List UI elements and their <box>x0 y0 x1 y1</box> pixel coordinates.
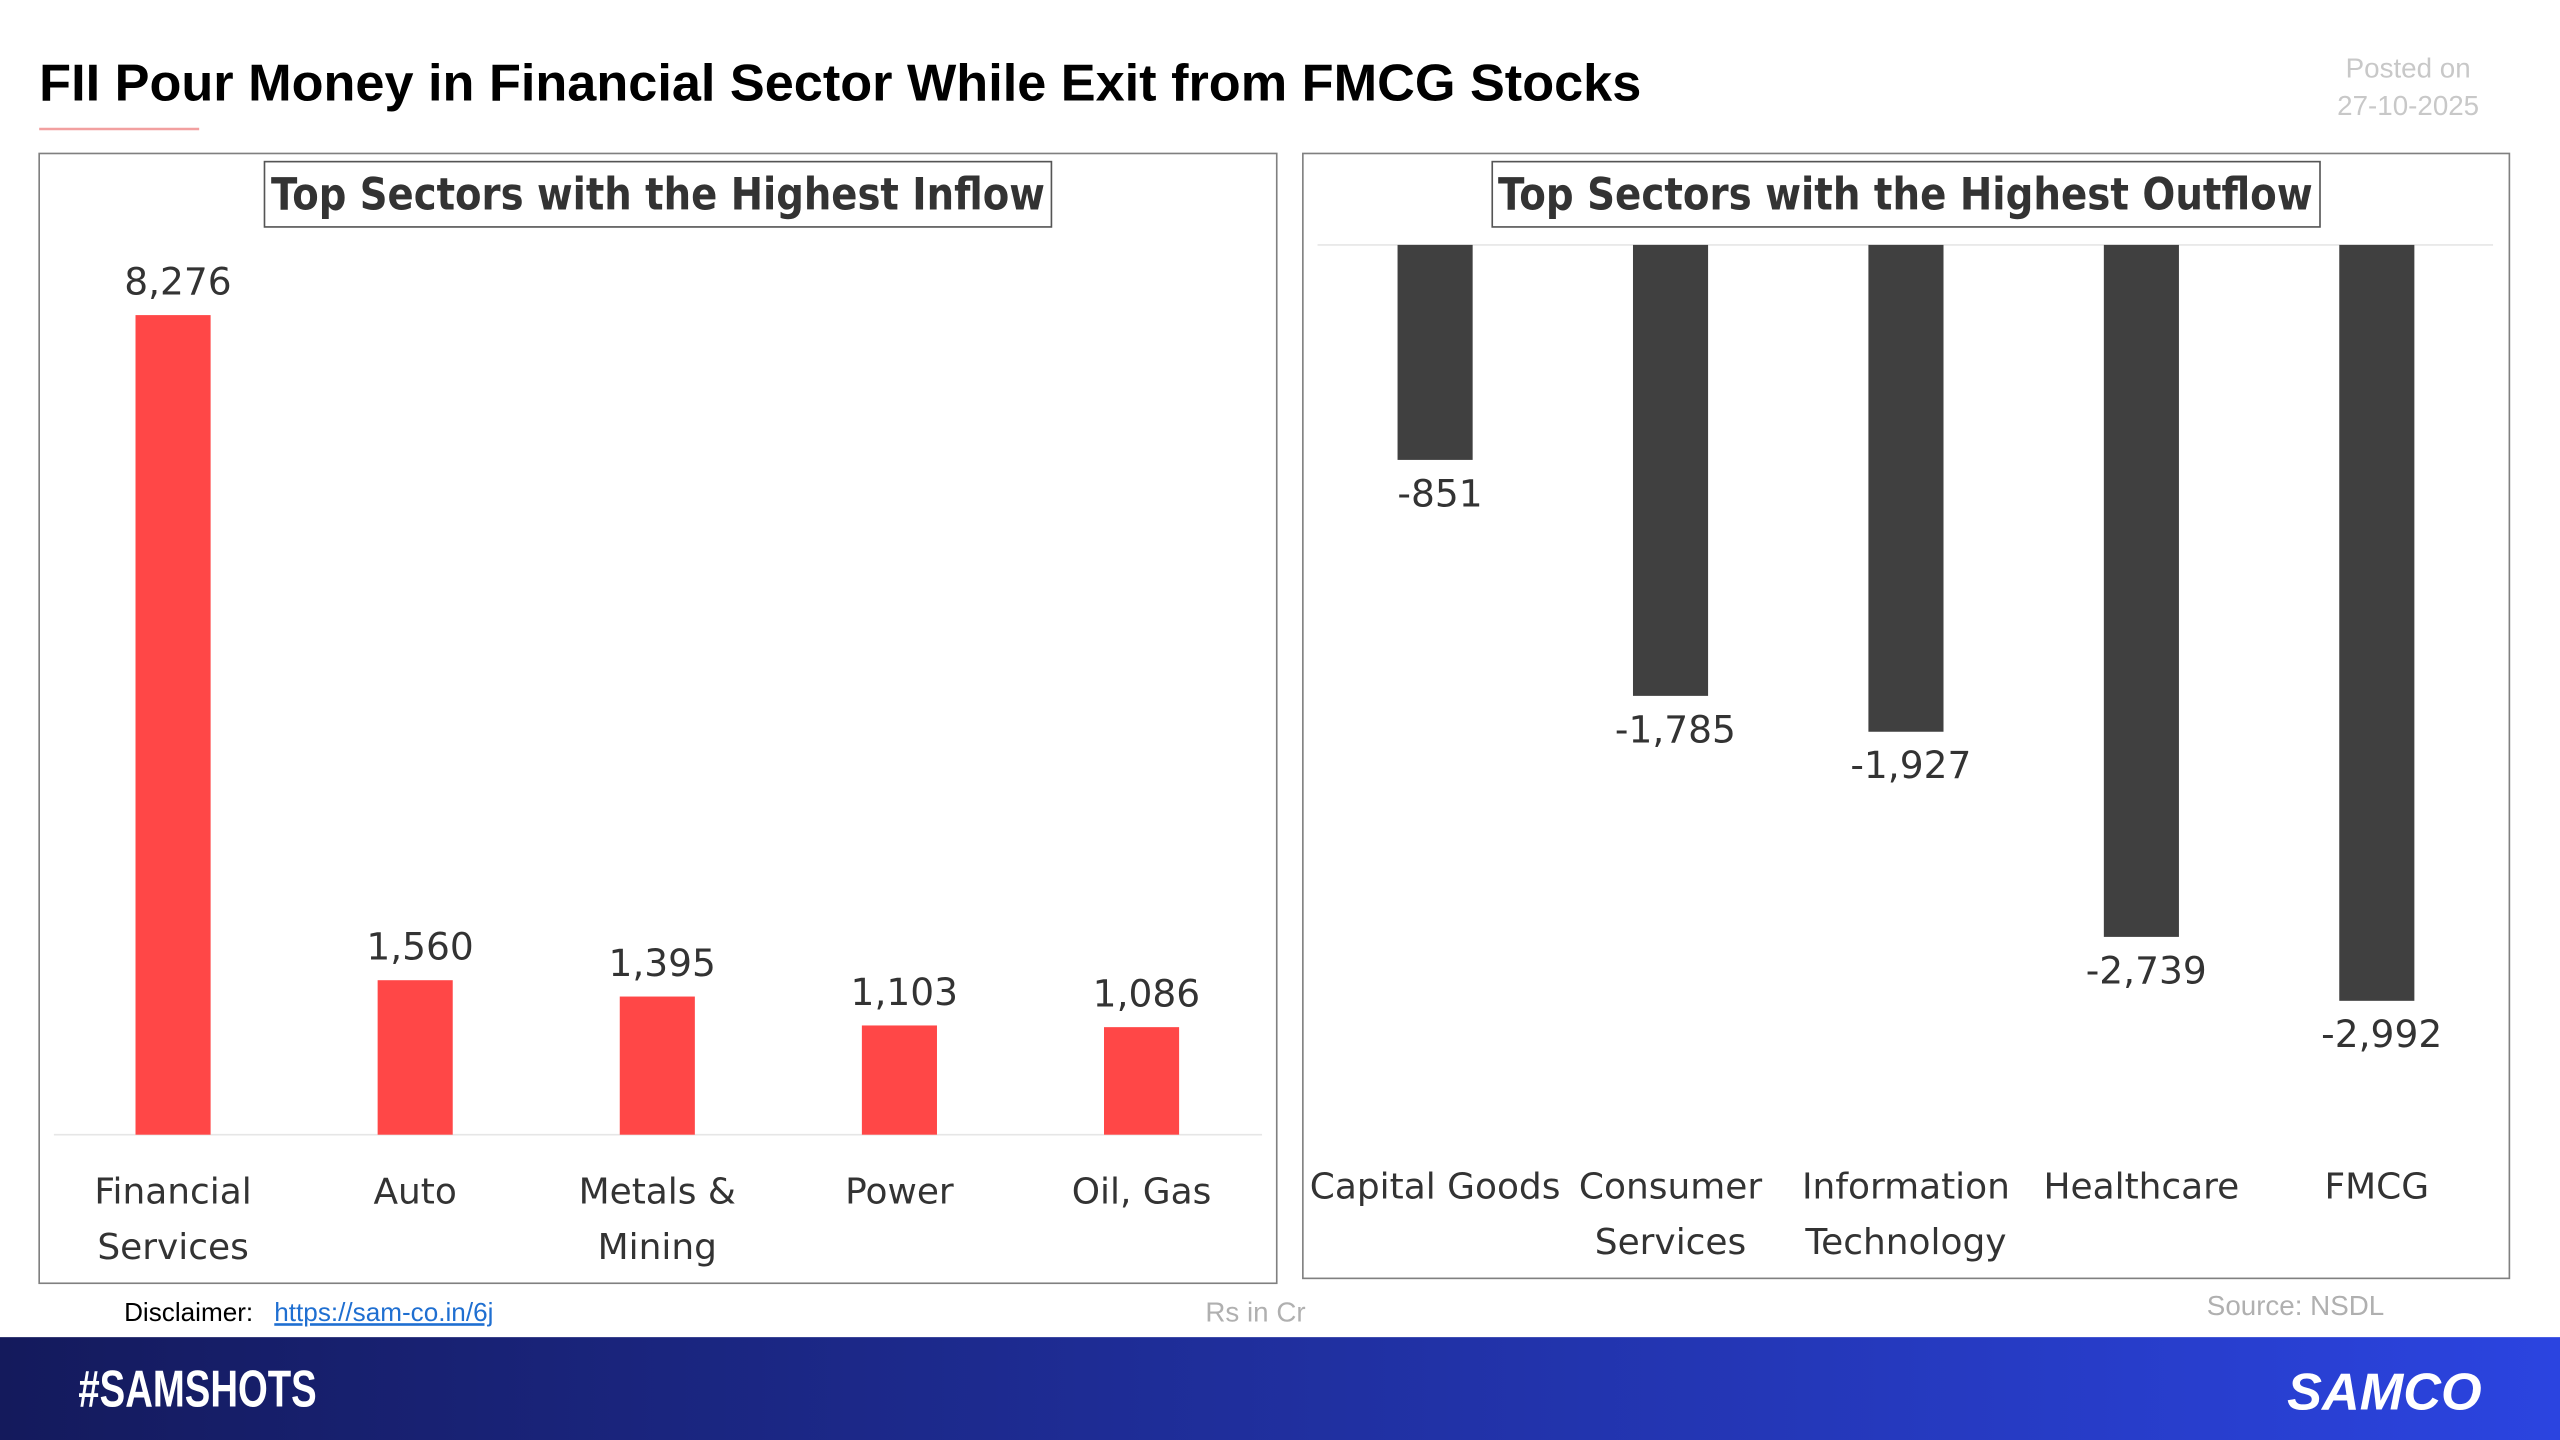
x-tick-label: Metals & Mining <box>578 1172 736 1269</box>
x-tick-label: Financial Services <box>94 1172 252 1269</box>
disclaimer-link[interactable]: https://sam-co.in/6j <box>274 1297 493 1327</box>
chart-title-box <box>263 160 1053 228</box>
x-tick-label-box: Auto <box>373 1172 457 1214</box>
disclaimer-label: Disclaimer: <box>124 1297 253 1327</box>
value-label: 1,086 <box>1093 972 1201 1016</box>
value-label: 1,560 <box>366 925 474 969</box>
x-tick-label: Oil, Gas <box>1071 1172 1212 1214</box>
x-tick-label-box: Financial Services <box>94 1172 252 1269</box>
source-note: Source: NSDL <box>2207 1290 2384 1321</box>
bar <box>135 315 211 1135</box>
x-tick-label-box: Information Technology <box>1801 1167 2010 1264</box>
chart-title: Top Sectors with the Highest Inflow <box>271 170 1045 221</box>
bar <box>1397 244 1473 460</box>
x-tick-label: Capital Goods <box>1309 1167 1561 1209</box>
x-tick-label-box: Capital Goods <box>1309 1167 1561 1209</box>
x-tick-label-box: Healthcare <box>2043 1167 2240 1209</box>
posted-date: 27-10-2025 <box>2337 90 2479 121</box>
value-label: 8,276 <box>124 260 232 304</box>
value-label: 1,395 <box>608 941 716 985</box>
value-label: -1,785 <box>1615 707 1736 751</box>
value-label: -2,992 <box>2321 1012 2442 1056</box>
value-label: -851 <box>1397 471 1482 515</box>
x-tick-label-box: Power <box>845 1172 954 1214</box>
bar <box>377 980 453 1135</box>
page-title: FII Pour Money in Financial Sector While… <box>39 54 1641 112</box>
x-tick-label: Information Technology <box>1801 1167 2010 1264</box>
x-tick-label-box: FMCG <box>2324 1167 2430 1209</box>
bar <box>1632 244 1709 696</box>
brand: SAMCO <box>2287 1364 2481 1422</box>
x-tick-label-box: Metals & Mining <box>578 1172 736 1269</box>
bar <box>1868 244 1944 732</box>
footer-band <box>0 1337 2560 1440</box>
x-tick-label-box: Consumer Services <box>1578 1167 1763 1264</box>
bar <box>619 996 695 1135</box>
bar <box>2339 244 2415 1001</box>
panel <box>1302 152 2511 1280</box>
x-tick-label: Auto <box>373 1172 457 1214</box>
chart-title-box <box>1491 160 2321 228</box>
panel <box>38 152 1278 1285</box>
bar <box>861 1025 937 1135</box>
x-tick-label-box: Oil, Gas <box>1071 1172 1212 1214</box>
chart-title: Top Sectors with the Highest Outflow <box>1498 170 2313 221</box>
x-tick-label: Consumer Services <box>1578 1167 1763 1264</box>
unit-note: Rs in Cr <box>1205 1297 1305 1328</box>
posted-label: Posted on <box>2346 53 2471 84</box>
bar <box>2103 244 2179 937</box>
value-label: 1,103 <box>851 970 959 1014</box>
x-tick-label: Power <box>845 1172 954 1214</box>
hashtag: #SAMSHOTS <box>78 1360 316 1418</box>
x-tick-label: Healthcare <box>2043 1167 2240 1209</box>
x-tick-label: FMCG <box>2324 1167 2430 1209</box>
value-label: -2,739 <box>2086 948 2207 992</box>
bar <box>1104 1027 1180 1135</box>
value-label: -1,927 <box>1850 743 1971 787</box>
